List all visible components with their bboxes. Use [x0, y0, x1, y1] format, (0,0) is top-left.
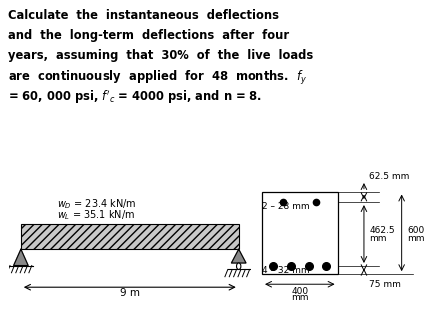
Text: Calculate  the  instantaneous  deflections: Calculate the instantaneous deflections: [8, 9, 279, 22]
Text: are  continuously  applied  for  48  months.  $f_y$: are continuously applied for 48 months. …: [8, 69, 307, 87]
Text: mm: mm: [291, 293, 308, 302]
Text: $w_D$ = 23.4 kN/m: $w_D$ = 23.4 kN/m: [57, 197, 137, 211]
Text: 9 m: 9 m: [120, 288, 140, 298]
Circle shape: [237, 263, 241, 270]
Text: 462.5: 462.5: [369, 226, 395, 235]
Polygon shape: [14, 249, 28, 265]
Text: 62.5 mm: 62.5 mm: [369, 173, 410, 182]
Text: mm: mm: [369, 234, 387, 243]
Text: and  the  long-term  deflections  after  four: and the long-term deflections after four: [8, 29, 289, 42]
Bar: [21, 224, 239, 249]
Text: years,  assuming  that  30%  of  the  live  loads: years, assuming that 30% of the live loa…: [8, 49, 313, 62]
Polygon shape: [231, 249, 246, 263]
Text: $w_L$ = 35.1 kN/m: $w_L$ = 35.1 kN/m: [57, 208, 136, 222]
Text: 75 mm: 75 mm: [369, 280, 401, 289]
Text: 4 – 32 mm: 4 – 32 mm: [262, 265, 310, 275]
Text: 600: 600: [407, 226, 424, 235]
Text: = 60, 000 psi, $f'_c$ = 4000 psi, and n = 8.: = 60, 000 psi, $f'_c$ = 4000 psi, and n …: [8, 89, 262, 107]
Text: mm: mm: [407, 234, 425, 243]
Text: 2 – 28 mm: 2 – 28 mm: [262, 202, 310, 211]
Text: 400: 400: [291, 287, 308, 296]
Bar: [262, 192, 337, 274]
